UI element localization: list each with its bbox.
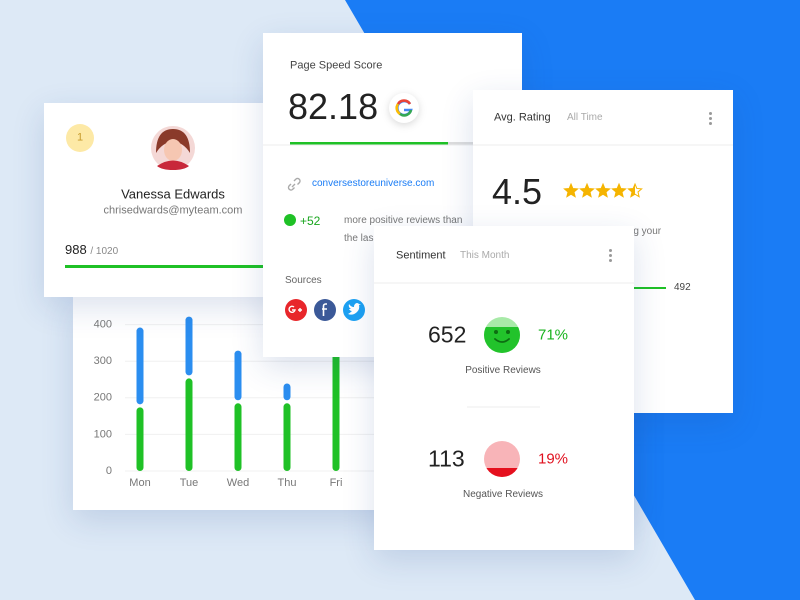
x-tick-label: Mon [129, 477, 150, 489]
rank: 1 [76, 131, 84, 144]
speed-score: 82.18 [288, 86, 379, 127]
x-tick-label: Tue [180, 477, 199, 489]
y-tick-label: 300 [94, 355, 112, 367]
face-eye [494, 330, 498, 334]
speed-progress-track [448, 142, 475, 145]
avatar-face [164, 139, 182, 161]
change-text: more positive reviews than [344, 215, 463, 226]
rating-count: 492 [674, 282, 691, 293]
rating-period[interactable]: All Time [567, 112, 603, 123]
x-tick-label: Thu [278, 477, 297, 489]
google-g-green [399, 109, 413, 117]
rating-text: ding your [620, 226, 662, 237]
star [628, 184, 635, 197]
face-eye [506, 330, 510, 334]
menu[interactable] [709, 112, 712, 127]
score: 988 [65, 242, 87, 257]
rating-value: 4.5 [492, 171, 543, 212]
rating-title: Avg. Rating [494, 111, 551, 124]
bar-segment [185, 378, 193, 471]
negative-face [484, 441, 520, 477]
facebook-glyph [322, 303, 327, 316]
negative-label: Negative Reviews [462, 489, 544, 500]
rank-badge [66, 124, 94, 152]
change-dot [284, 214, 296, 226]
x-tick-label: Wed [227, 477, 249, 489]
profile-graphics [65, 124, 290, 268]
y-tick-label: 400 [94, 319, 112, 331]
star [596, 184, 610, 197]
google-g-red [396, 99, 412, 105]
y-tick-label: 200 [94, 392, 112, 404]
change-text: the las [344, 233, 374, 244]
speed-progress [290, 142, 448, 145]
twitter-glyph [348, 303, 361, 315]
bar-segment [136, 407, 144, 471]
sentiment-period[interactable]: This Month [460, 250, 510, 261]
star [564, 184, 578, 197]
bar-segment [185, 316, 193, 376]
bar-segment [283, 383, 291, 401]
y-tick-label: 0 [106, 465, 112, 477]
profile-name: Vanessa Edwards [121, 186, 225, 202]
avatar-body [157, 160, 189, 170]
google-plus-glyph [288, 305, 302, 313]
rating-graphics [473, 144, 733, 289]
positive-count: 652 [428, 321, 467, 348]
google-icon [389, 93, 419, 123]
profile-card: 1 Vanessa Edwards chrisedwards@myteam.co… [44, 103, 290, 297]
star [580, 184, 594, 197]
profile-email: chrisedwards@myteam.com [103, 204, 243, 217]
rating-stars [563, 182, 643, 198]
sentiment-title: Sentiment [396, 249, 446, 262]
negative-count: 113 [428, 445, 465, 472]
positive-label: Positive Reviews [465, 365, 541, 376]
facebook-icon[interactable] [314, 299, 336, 321]
page-speed-graphics [263, 93, 522, 321]
score-total: / 1020 [90, 246, 119, 257]
speed-title: Page Speed Score [290, 59, 383, 72]
sentiment-graphics [374, 282, 634, 477]
bar-segment [136, 327, 144, 405]
bar-segment [283, 403, 291, 471]
score-progress [65, 265, 290, 268]
site-link[interactable]: conversestoreuniverse.com [312, 178, 435, 189]
star [612, 184, 626, 197]
google-g-yellow [395, 103, 401, 116]
positive-percent: 71% [538, 326, 569, 344]
bar-segment [234, 350, 242, 401]
sources-label: Sources [285, 275, 322, 286]
bar-segment [234, 403, 242, 471]
menu[interactable] [609, 249, 612, 264]
google-plus-icon[interactable] [285, 299, 307, 321]
sentiment-card: Sentiment This Month 652 71% Positive Re… [374, 226, 634, 550]
negative-percent: 19% [538, 450, 569, 468]
bar-segment [332, 350, 340, 471]
face-mouth [494, 338, 510, 343]
positive-face [484, 317, 520, 353]
x-tick-label: Fri [330, 477, 343, 489]
score-line: 988 / 1020 [65, 243, 118, 257]
y-tick-label: 100 [94, 428, 112, 440]
link-icon [287, 177, 301, 191]
change-value: +52 [300, 214, 321, 228]
